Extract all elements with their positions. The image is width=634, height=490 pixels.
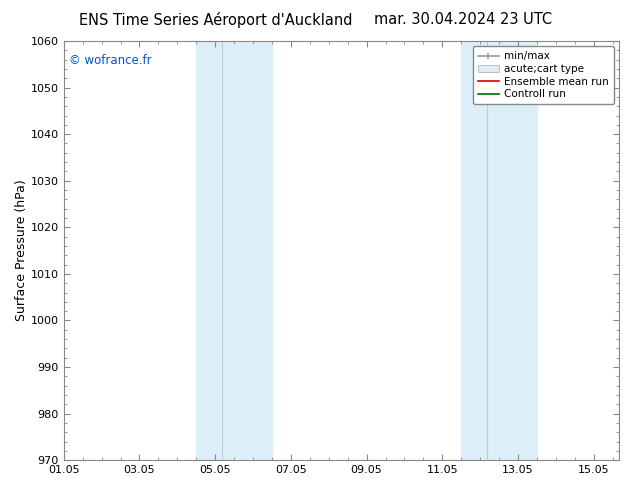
Bar [197,41,272,460]
Y-axis label: Surface Pressure (hPa): Surface Pressure (hPa) [15,180,28,321]
Bar [462,41,537,460]
Text: mar. 30.04.2024 23 UTC: mar. 30.04.2024 23 UTC [374,12,552,27]
Legend: min/max, acute;cart type, Ensemble mean run, Controll run: min/max, acute;cart type, Ensemble mean … [472,46,614,104]
Text: ENS Time Series Aéroport d'Auckland: ENS Time Series Aéroport d'Auckland [79,12,353,28]
Text: © wofrance.fr: © wofrance.fr [69,53,152,67]
